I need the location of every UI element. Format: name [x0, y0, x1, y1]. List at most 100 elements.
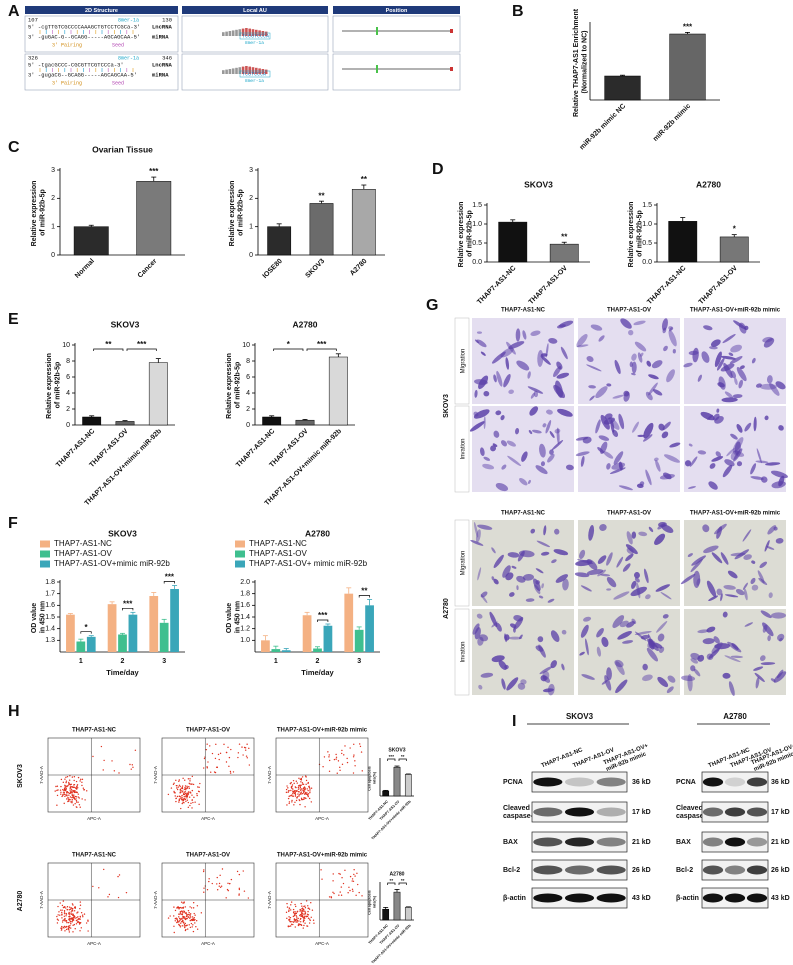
header-text: Position — [386, 8, 408, 14]
cell-line-label: SKOV3 — [443, 394, 450, 418]
flow-event — [188, 796, 191, 798]
flow-event — [302, 918, 305, 920]
cell — [631, 531, 637, 539]
cell — [588, 385, 596, 389]
legend-swatch — [40, 550, 50, 558]
cell — [724, 459, 735, 467]
blot-band — [564, 837, 595, 847]
cell — [655, 459, 661, 472]
significance: * — [84, 623, 88, 632]
flow-event — [194, 914, 196, 916]
text-line: Cleaved — [503, 805, 532, 812]
cell — [668, 329, 677, 347]
y-tick-label: 1.2 — [240, 626, 250, 633]
flow-event — [191, 799, 194, 801]
bar — [118, 634, 127, 652]
cell — [556, 427, 560, 445]
au-bar — [241, 28, 245, 36]
cell — [535, 465, 548, 475]
flow-event — [294, 791, 297, 793]
site-cell — [181, 53, 329, 91]
flow-event — [187, 913, 189, 916]
text-line: of miR-92b-5p — [466, 210, 473, 257]
cell — [727, 570, 738, 579]
flow-event — [79, 780, 81, 782]
cell — [703, 545, 719, 554]
cell — [623, 390, 630, 397]
flow-x-label: APC-A — [87, 816, 101, 821]
flow-event — [348, 886, 350, 888]
flow-event — [185, 787, 187, 790]
flow-event — [76, 916, 78, 919]
cell — [646, 647, 659, 662]
size-label: 17 kD — [632, 809, 651, 816]
flow-event — [131, 764, 134, 766]
flow-event — [65, 787, 67, 789]
flow-event — [63, 919, 65, 921]
cell — [474, 389, 478, 398]
flow-event — [76, 788, 78, 790]
comparison-bracket — [317, 619, 329, 622]
flow-event — [292, 908, 295, 911]
flow-event — [62, 900, 65, 902]
significance: *** — [149, 167, 159, 176]
text-line: Relative expression — [226, 351, 233, 419]
y-tick-label: 1.4 — [45, 626, 55, 633]
flow-event — [186, 786, 188, 789]
lane-label: THAP7-AS1-OV+ miR-92b mimic — [750, 742, 793, 772]
cell — [500, 440, 508, 447]
flow-event — [187, 792, 189, 795]
cell — [736, 423, 743, 433]
y-axis-label: OD value in 450 nm — [226, 601, 242, 633]
cell — [581, 674, 595, 680]
flow-event — [183, 788, 186, 790]
cell — [637, 434, 645, 438]
au-bar — [245, 66, 248, 74]
flow-event — [339, 873, 341, 875]
flow-event — [69, 908, 72, 910]
flow-event — [178, 924, 180, 926]
flow-event — [80, 927, 82, 929]
cell — [595, 419, 601, 434]
legend-swatch — [235, 540, 245, 548]
flow-event — [181, 910, 183, 912]
flow-event — [73, 776, 76, 778]
flow-event — [341, 877, 343, 879]
cell — [579, 651, 585, 656]
flow-event — [301, 776, 304, 778]
cell — [617, 631, 632, 640]
flow-event — [67, 785, 69, 787]
text-line: OD value — [31, 601, 38, 633]
flow-event — [307, 917, 310, 919]
cell — [647, 638, 659, 651]
y-tick-label: 0.0 — [472, 259, 482, 266]
cell — [614, 359, 621, 375]
cell — [540, 551, 550, 556]
blot-band — [702, 893, 724, 903]
comparison-label: ** — [401, 754, 405, 759]
flow-event — [63, 910, 66, 912]
flow-event — [307, 907, 310, 909]
text-line: Relative expression — [229, 179, 236, 247]
cell — [606, 383, 612, 387]
cell — [515, 427, 520, 435]
cell — [648, 374, 659, 380]
cell — [716, 408, 720, 413]
cell — [663, 345, 668, 352]
flow-event — [61, 909, 63, 911]
flow-event — [178, 798, 181, 800]
flow-event — [187, 909, 190, 912]
y-tick-label: 1.3 — [45, 637, 55, 644]
flow-event — [117, 896, 120, 899]
au-bar — [222, 32, 225, 36]
flow-event — [339, 891, 341, 893]
cell — [576, 344, 589, 348]
flow-event — [178, 917, 181, 920]
flow-event — [76, 791, 78, 793]
flow-event — [167, 917, 170, 919]
micrograph — [472, 609, 574, 695]
flow-event — [330, 896, 332, 898]
y-tick-label: 3 — [249, 167, 253, 174]
flow-event — [203, 767, 205, 769]
cell — [506, 677, 519, 691]
